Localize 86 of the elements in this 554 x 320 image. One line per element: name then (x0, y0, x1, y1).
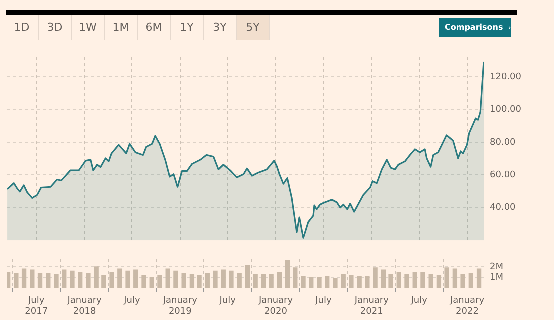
bar (460, 274, 466, 288)
bar (166, 268, 170, 288)
bar (190, 274, 195, 288)
bar (197, 275, 202, 288)
bar (7, 272, 11, 288)
bar (293, 268, 298, 288)
bar (468, 273, 474, 288)
bar (396, 272, 402, 288)
bar (253, 274, 258, 288)
bar (102, 275, 106, 288)
bar (221, 270, 226, 288)
x-tick-label: January 2018 (66, 296, 103, 317)
y-tick-label: 120.00 (490, 72, 522, 82)
bar (86, 273, 91, 288)
bar (277, 272, 282, 288)
x-tick-label: July 2017 (25, 296, 48, 317)
bar (54, 274, 59, 288)
x-tick-label: January 2020 (258, 296, 294, 317)
bar (94, 266, 99, 288)
bar (349, 275, 354, 288)
text: 3D (39, 15, 72, 40)
bar (245, 266, 250, 288)
text: 6M (138, 15, 171, 40)
bar (333, 278, 338, 288)
bar (301, 276, 306, 288)
x-tick-label: July (410, 296, 428, 306)
bar (373, 268, 378, 288)
bar (174, 270, 178, 288)
bar (309, 277, 314, 288)
bar (357, 276, 362, 288)
bar (213, 270, 218, 288)
bar (118, 268, 122, 288)
bar (365, 276, 370, 288)
y-tick-label: 80.00 (490, 138, 516, 148)
bar (182, 273, 186, 288)
bar (229, 270, 234, 288)
text: Comparisons (445, 23, 504, 32)
text: 1Y (171, 15, 204, 40)
bar (62, 270, 67, 288)
text: 5Y (237, 15, 270, 40)
y-tick-label: 60.00 (490, 170, 516, 181)
bar (205, 273, 210, 288)
x-tick-label: July (314, 296, 332, 306)
bar (261, 274, 266, 288)
bar (237, 273, 242, 288)
bar (14, 273, 19, 288)
bar (476, 268, 482, 288)
bar (452, 268, 458, 288)
bar (134, 270, 138, 288)
x-tick-label: July (123, 296, 141, 306)
bar (158, 275, 162, 288)
x-tick-label: January 2022 (449, 296, 486, 317)
y-tick-label: 2M (490, 262, 504, 272)
bar (412, 272, 418, 288)
bar (420, 272, 426, 288)
bar (142, 275, 146, 288)
bar (444, 268, 450, 288)
bar (22, 268, 27, 288)
bar (388, 274, 394, 288)
y-tick-label: 1M (490, 273, 504, 284)
bar (78, 272, 83, 288)
bar (285, 260, 290, 288)
x-tick-label: July (218, 296, 237, 306)
text: 1W (72, 15, 105, 40)
bar (428, 274, 434, 288)
bar (269, 274, 274, 288)
bar (38, 273, 43, 288)
bar (150, 277, 154, 288)
bar (30, 270, 35, 288)
bar (70, 270, 75, 288)
x-tick-label: January 2019 (162, 296, 198, 317)
bar (381, 270, 386, 288)
bar (436, 275, 442, 288)
text: 1M (105, 15, 138, 40)
y-tick-label: 100.00 (490, 105, 522, 116)
text: 3Y (204, 15, 237, 40)
y-tick-label: 40.00 (490, 203, 516, 214)
bar (110, 272, 114, 288)
bar (46, 273, 51, 288)
text: 1D (6, 15, 39, 40)
bar (341, 274, 346, 288)
bar (126, 270, 130, 288)
bar (317, 277, 322, 288)
x-tick-label: January 2021 (354, 296, 390, 317)
bar (404, 274, 410, 288)
bar (325, 276, 330, 288)
